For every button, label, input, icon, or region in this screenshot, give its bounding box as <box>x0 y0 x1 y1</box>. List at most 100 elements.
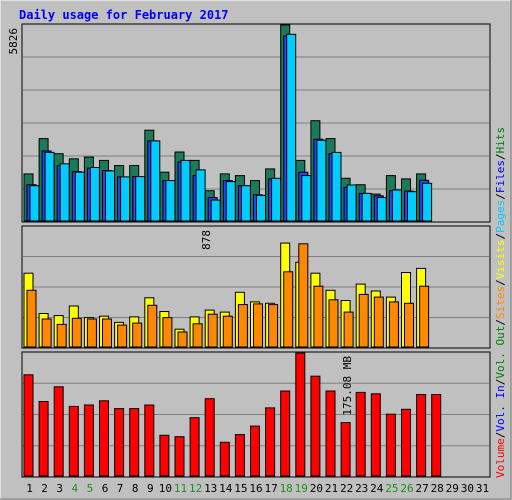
bar-pages-day-10 <box>165 180 176 222</box>
bar-sites-day-7 <box>117 324 128 348</box>
legend-separator: / <box>494 233 507 240</box>
bar-sites-day-18 <box>283 271 294 348</box>
bar-sites-day-1 <box>26 289 37 348</box>
bar-pages-day-3 <box>59 163 70 222</box>
bar-sites-day-23 <box>358 293 369 348</box>
series-volume <box>23 352 442 477</box>
legend-item-sites: Sites <box>494 286 507 319</box>
bar-pages-day-12 <box>195 169 206 222</box>
bar-volume-day-6 <box>99 400 109 477</box>
x-tick-label: 15 <box>234 482 247 495</box>
x-tick-label: 5 <box>87 482 94 495</box>
x-tick-label: 30 <box>461 482 474 495</box>
x-tick-label: 8 <box>132 482 139 495</box>
legend-separator: / <box>494 379 507 386</box>
bar-sites-day-8 <box>132 322 143 348</box>
bar-sites-day-20 <box>313 285 324 348</box>
bar-volume-day-4 <box>68 405 79 477</box>
x-axis-labels: 1 2 3 4 5 6 7 8 9 10 11 12 13 14 15 16 17 18 19 20 21 22 23 24 2… <box>26 482 489 495</box>
bar-volume-day-13 <box>204 398 215 477</box>
right-legend: Volume/Vol. In/Vol. Out/Sites/Visits/Pag… <box>494 127 507 478</box>
bar-sites-day-15 <box>237 304 248 348</box>
bar-volume-day-7 <box>114 408 125 477</box>
bar-volume-day-16 <box>250 425 260 477</box>
bar-sites-day-4 <box>71 317 82 348</box>
bar-sites-day-19 <box>298 243 309 348</box>
x-tick-label: 20 <box>310 482 323 495</box>
legend-item-vol-in: Vol. In <box>494 385 507 431</box>
x-tick-label: 7 <box>117 482 124 495</box>
bar-pages-day-13 <box>210 199 221 222</box>
bar-volume-day-8 <box>129 408 140 477</box>
bar-volume-day-26 <box>401 408 411 477</box>
bar-pages-day-9 <box>150 140 161 222</box>
bar-volume-day-14 <box>219 441 230 477</box>
bar-pages-day-8 <box>135 176 146 222</box>
bar-pages-day-14 <box>225 181 236 222</box>
legend-separator: / <box>494 432 507 439</box>
bar-sites-day-10 <box>162 317 173 348</box>
bar-pages-day-2 <box>44 151 55 222</box>
panel-volume: 175.08 MB <box>21 351 491 478</box>
bar-pages-day-20 <box>316 139 327 222</box>
x-tick-label: 6 <box>102 482 109 495</box>
x-tick-label: 19 <box>295 482 308 495</box>
bar-pages-day-27 <box>422 182 433 222</box>
bar-volume-day-28 <box>431 394 442 477</box>
bar-pages-day-19 <box>301 175 312 222</box>
bar-volume-day-9 <box>144 404 155 477</box>
bar-sites-day-16 <box>253 303 263 348</box>
bar-sites-day-2 <box>41 318 52 348</box>
legend-separator: / <box>494 279 507 286</box>
panel-max-label: 175.08 MB <box>341 356 354 416</box>
x-tick-label: 25 <box>385 482 398 495</box>
x-tick-label: 11 <box>174 482 187 495</box>
bar-volume-day-10 <box>159 434 170 477</box>
series-sites <box>26 243 430 348</box>
x-tick-label: 16 <box>249 482 262 495</box>
bar-pages-day-17 <box>271 177 282 222</box>
panel-visits-sites: 878 <box>21 225 491 349</box>
bar-volume-day-21 <box>325 390 336 477</box>
bar-sites-day-27 <box>419 285 430 348</box>
legend-item-hits: Hits <box>494 127 507 154</box>
x-tick-label: 14 <box>219 482 233 495</box>
legend-item-pages: Pages <box>494 200 507 233</box>
x-tick-label: 1 <box>26 482 33 495</box>
legend-item-files: Files <box>494 160 507 193</box>
bar-volume-day-24 <box>370 393 381 477</box>
x-tick-label: 10 <box>159 482 172 495</box>
chart-title: Daily usage for February 2017 <box>19 8 229 22</box>
legend-text: Volume/Vol. In/Vol. Out/Sites/Visits/Pag… <box>494 127 507 478</box>
bar-pages-day-7 <box>120 176 131 222</box>
series-pages <box>29 33 433 222</box>
x-tick-label: 13 <box>204 482 217 495</box>
bar-pages-day-11 <box>180 159 191 222</box>
bar-sites-day-17 <box>268 304 279 348</box>
bar-volume-day-15 <box>234 434 245 477</box>
x-tick-label: 24 <box>370 482 384 495</box>
bar-sites-day-9 <box>147 304 158 348</box>
bar-volume-day-23 <box>355 391 366 477</box>
legend-item-volume: Volume <box>494 438 507 478</box>
bar-volume-day-5 <box>83 404 94 477</box>
panel-max-label: 5826 <box>7 28 20 55</box>
x-tick-label: 3 <box>56 482 63 495</box>
x-tick-label: 18 <box>280 482 293 495</box>
bar-volume-day-17 <box>265 407 276 477</box>
bar-volume-day-27 <box>416 394 427 477</box>
chart-panels: 5826 878 175.08 MB <box>7 23 491 478</box>
bar-volume-day-18 <box>280 390 291 477</box>
legend-separator: / <box>494 193 507 200</box>
bar-volume-day-20 <box>310 375 321 477</box>
bar-pages-day-15 <box>240 185 251 222</box>
x-tick-label: 28 <box>431 482 444 495</box>
x-tick-label: 29 <box>446 482 459 495</box>
x-tick-label: 31 <box>476 482 489 495</box>
bar-sites-day-3 <box>56 323 67 348</box>
bar-pages-day-22 <box>346 184 357 222</box>
bar-pages-day-21 <box>331 151 342 222</box>
bar-volume-day-25 <box>385 413 396 477</box>
x-tick-label: 26 <box>400 482 413 495</box>
